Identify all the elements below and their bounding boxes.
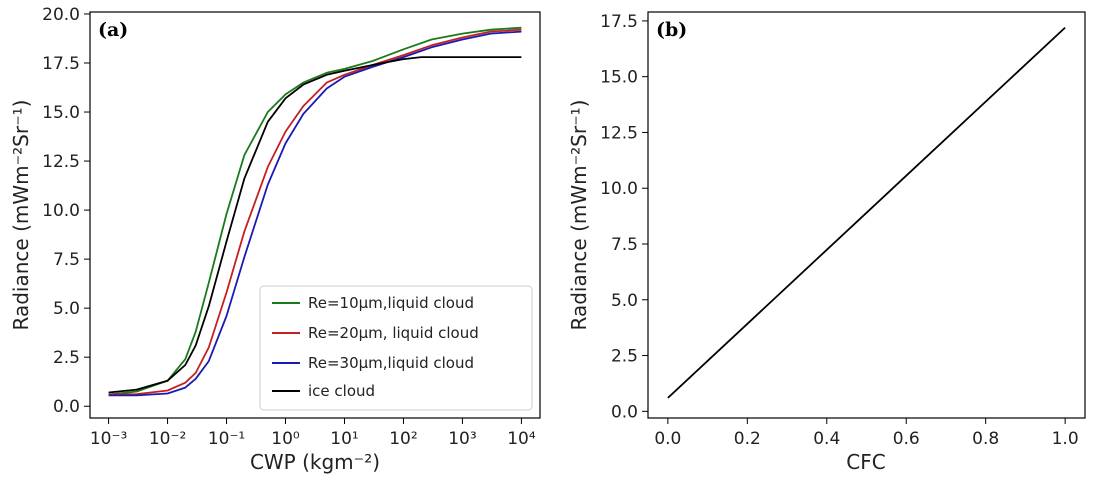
x-ticks-a: 10⁻³ 10⁻² 10⁻¹ 10⁰ 10¹ 10² 10³ 10⁴ bbox=[90, 418, 536, 449]
plot-area-a bbox=[108, 26, 522, 397]
y-tick-label-a: 20.0 bbox=[42, 5, 80, 25]
panel-label-a: (a) bbox=[98, 19, 128, 41]
y-tick-label-a: 17.5 bbox=[42, 54, 80, 74]
x-tick-label-a: 10² bbox=[389, 429, 417, 449]
legend: Re=10μm,liquid cloud Re=20μm, liquid clo… bbox=[259, 285, 533, 411]
x-tick-label-b: 0.6 bbox=[893, 429, 920, 449]
x-tick-label-a: 10³ bbox=[448, 429, 476, 449]
plot-area-b bbox=[667, 26, 1066, 399]
panel-label-b: (b) bbox=[656, 19, 687, 41]
x-tick-label-b: 0.4 bbox=[813, 429, 840, 449]
y-tick-label-a: 12.5 bbox=[42, 152, 80, 172]
y-tick-label-b: 12.5 bbox=[600, 123, 638, 143]
y-tick-label-b: 10.0 bbox=[600, 179, 638, 199]
y-axis-label-a: Radiance (mWm⁻²Sr⁻¹) bbox=[9, 100, 33, 331]
x-axis-label-a: CWP (kgm⁻²) bbox=[250, 450, 380, 474]
legend-box bbox=[259, 285, 533, 411]
y-tick-label-b: 0.0 bbox=[611, 402, 638, 422]
y-tick-label-b: 15.0 bbox=[600, 68, 638, 88]
y-tick-label-b: 2.5 bbox=[611, 347, 638, 367]
y-tick-label-b: 17.5 bbox=[600, 12, 638, 32]
legend-label-re20: Re=20μm, liquid cloud bbox=[308, 324, 479, 342]
series-line-a-ice-cloud bbox=[108, 56, 522, 394]
y-ticks-a: 0.0 2.5 5.0 7.5 10.0 12.5 15.0 17.5 20.0 bbox=[42, 5, 90, 417]
y-tick-label-a: 2.5 bbox=[53, 348, 80, 368]
x-tick-label-b: 1.0 bbox=[1052, 429, 1079, 449]
y-axis-label-b: Radiance (mWm⁻²Sr⁻¹) bbox=[567, 100, 591, 331]
series-line-b-0 bbox=[667, 26, 1066, 399]
x-tick-label-b: 0.2 bbox=[734, 429, 761, 449]
plot-frame-a bbox=[89, 11, 541, 419]
y-tick-label-a: 7.5 bbox=[53, 250, 80, 270]
x-tick-label-a: 10⁻² bbox=[149, 429, 186, 449]
y-tick-label-b: 5.0 bbox=[611, 291, 638, 311]
series-line-a-re-30-m-liquid-cloud bbox=[108, 30, 522, 397]
panel-a: 10⁻³ 10⁻² 10⁻¹ 10⁰ 10¹ 10² 10³ 10⁴ 0.0 2.5 5.0 7.5… bbox=[9, 5, 541, 474]
x-tick-label-b: 0.8 bbox=[972, 429, 999, 449]
x-tick-label-a: 10⁰ bbox=[271, 429, 300, 449]
y-tick-label-a: 0.0 bbox=[53, 397, 80, 417]
series-line-a-re-20-m-liquid-cloud bbox=[108, 28, 522, 396]
x-tick-label-a: 10⁴ bbox=[507, 429, 536, 449]
x-tick-label-a: 10¹ bbox=[330, 429, 358, 449]
plot-frame-b bbox=[647, 11, 1086, 419]
series-line-a-re-10-m-liquid-cloud bbox=[108, 26, 522, 396]
x-tick-label-b: 0.0 bbox=[654, 429, 681, 449]
x-axis-label-b: CFC bbox=[846, 450, 885, 474]
y-tick-label-b: 7.5 bbox=[611, 235, 638, 255]
x-tick-label-a: 10⁻¹ bbox=[208, 429, 245, 449]
x-tick-label-a: 10⁻³ bbox=[90, 429, 127, 449]
y-tick-label-a: 15.0 bbox=[42, 103, 80, 123]
legend-label-re10: Re=10μm,liquid cloud bbox=[308, 294, 474, 312]
y-tick-label-a: 10.0 bbox=[42, 201, 80, 221]
legend-label-ice: ice cloud bbox=[308, 382, 375, 400]
panel-b: 0.0 0.2 0.4 0.6 0.8 1.0 0.0 2.5 5.0 7.5 10.0 12.5 1… bbox=[567, 11, 1086, 474]
legend-label-re30: Re=30μm,liquid cloud bbox=[308, 354, 474, 372]
y-ticks-b: 0.0 2.5 5.0 7.5 10.0 12.5 15.0 17.5 bbox=[600, 12, 648, 422]
x-ticks-b: 0.0 0.2 0.4 0.6 0.8 1.0 bbox=[654, 418, 1079, 449]
y-tick-label-a: 5.0 bbox=[53, 299, 80, 319]
